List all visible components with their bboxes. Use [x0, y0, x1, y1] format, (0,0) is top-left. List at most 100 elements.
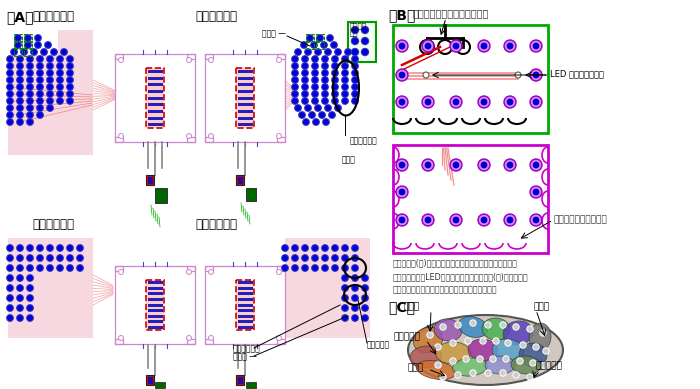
Circle shape [66, 70, 74, 76]
Circle shape [343, 276, 347, 280]
Circle shape [306, 50, 310, 54]
Circle shape [48, 78, 52, 82]
Circle shape [18, 286, 22, 290]
Circle shape [17, 295, 23, 301]
Circle shape [482, 99, 486, 105]
Bar [237, 103, 253, 106]
Circle shape [303, 266, 307, 270]
Circle shape [15, 42, 21, 48]
Circle shape [343, 78, 347, 82]
Circle shape [352, 285, 358, 291]
Bar [237, 320, 253, 323]
Circle shape [504, 96, 516, 108]
Bar [115, 54, 195, 142]
Circle shape [353, 39, 357, 43]
Circle shape [478, 214, 490, 226]
Circle shape [422, 159, 434, 171]
Circle shape [25, 35, 32, 41]
Circle shape [48, 64, 52, 68]
Circle shape [27, 98, 33, 104]
Circle shape [17, 63, 23, 69]
Bar [237, 96, 253, 100]
Circle shape [422, 40, 434, 52]
Circle shape [302, 245, 308, 251]
Circle shape [48, 92, 52, 96]
Circle shape [399, 189, 405, 195]
Circle shape [316, 50, 320, 54]
Bar [146, 175, 154, 185]
Circle shape [68, 78, 72, 82]
Circle shape [312, 77, 318, 83]
Bar [237, 326, 253, 329]
Circle shape [304, 105, 312, 111]
Circle shape [312, 56, 318, 62]
Circle shape [508, 43, 512, 49]
Bar [277, 339, 285, 344]
Circle shape [292, 91, 298, 97]
Circle shape [299, 112, 305, 118]
Circle shape [303, 99, 307, 103]
Circle shape [450, 96, 462, 108]
Circle shape [18, 306, 22, 310]
Bar [236, 68, 254, 128]
Circle shape [456, 323, 460, 327]
Circle shape [335, 105, 341, 111]
Ellipse shape [408, 315, 563, 385]
Circle shape [353, 85, 357, 89]
Circle shape [424, 42, 433, 51]
Circle shape [7, 295, 13, 301]
Circle shape [303, 256, 307, 260]
Circle shape [8, 296, 12, 300]
Circle shape [18, 316, 22, 320]
Ellipse shape [410, 346, 442, 368]
Circle shape [343, 296, 347, 300]
Circle shape [17, 112, 23, 118]
Circle shape [17, 119, 23, 125]
Circle shape [465, 338, 471, 344]
Circle shape [276, 335, 281, 340]
Bar [205, 137, 213, 142]
Circle shape [66, 56, 74, 62]
Text: 視覚腹側路: 視覚腹側路 [536, 361, 563, 370]
Circle shape [313, 57, 317, 61]
Circle shape [527, 374, 533, 380]
Circle shape [332, 98, 338, 104]
Circle shape [118, 133, 123, 138]
Circle shape [28, 92, 32, 96]
Circle shape [353, 57, 357, 61]
Circle shape [28, 64, 32, 68]
Circle shape [48, 246, 52, 250]
Circle shape [47, 105, 53, 111]
Circle shape [7, 98, 13, 104]
Circle shape [353, 50, 357, 54]
Circle shape [293, 64, 297, 68]
Bar [237, 110, 253, 113]
Circle shape [363, 316, 367, 320]
Circle shape [18, 57, 22, 61]
Circle shape [470, 370, 476, 376]
Circle shape [7, 56, 13, 62]
Circle shape [342, 56, 348, 62]
Circle shape [313, 246, 317, 250]
Circle shape [302, 265, 308, 271]
Circle shape [18, 246, 22, 250]
Text: 後頭葉湾曲密着用間隙: 後頭葉湾曲密着用間隙 [553, 215, 607, 224]
Circle shape [313, 64, 317, 68]
Circle shape [323, 256, 327, 260]
Circle shape [322, 84, 328, 90]
Ellipse shape [519, 343, 547, 367]
Circle shape [513, 324, 519, 330]
Circle shape [336, 106, 340, 110]
Circle shape [293, 71, 297, 75]
Circle shape [37, 112, 43, 118]
Circle shape [436, 345, 440, 349]
Circle shape [533, 162, 539, 168]
Bar [187, 137, 195, 142]
Circle shape [353, 99, 357, 103]
Text: 後頭極 —: 後頭極 — [233, 352, 257, 361]
Circle shape [303, 92, 307, 96]
Circle shape [317, 35, 323, 41]
Circle shape [18, 106, 22, 110]
Circle shape [8, 71, 12, 75]
Bar [187, 54, 195, 59]
